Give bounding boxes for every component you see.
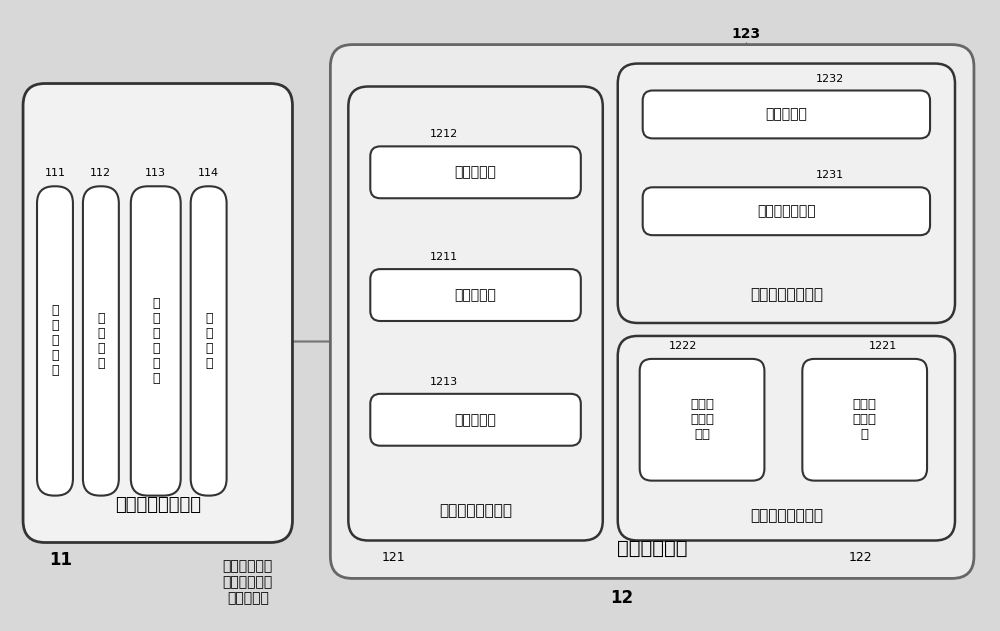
Text: 脑
电
传
感
器: 脑 电 传 感 器: [51, 304, 59, 377]
Text: 113: 113: [145, 168, 166, 179]
FancyBboxPatch shape: [643, 187, 930, 235]
Text: 1222: 1222: [669, 341, 698, 351]
Text: 114: 114: [198, 168, 219, 179]
Text: 输出子模块: 输出子模块: [455, 413, 496, 427]
Text: 脑电数据采集模块: 脑电数据采集模块: [115, 495, 201, 514]
Text: 液晶显示子模块: 液晶显示子模块: [757, 204, 816, 218]
Text: 注射模块主机: 注射模块主机: [617, 539, 687, 558]
Text: 1231: 1231: [815, 170, 844, 180]
Text: 人机交互显示模块: 人机交互显示模块: [750, 288, 823, 302]
FancyBboxPatch shape: [37, 186, 73, 495]
Text: 1213: 1213: [430, 377, 458, 387]
Text: 人
体
电
缆: 人 体 电 缆: [97, 312, 105, 370]
Text: 数据监测分析模块: 数据监测分析模块: [439, 503, 512, 518]
FancyBboxPatch shape: [83, 186, 119, 495]
FancyBboxPatch shape: [370, 394, 581, 445]
Text: 分析子模块: 分析子模块: [455, 288, 496, 302]
FancyBboxPatch shape: [348, 86, 603, 541]
Text: 脑电监测镇静
深度闭环控制
注射泵装置: 脑电监测镇静 深度闭环控制 注射泵装置: [223, 559, 273, 606]
Text: 主
机
电
缆: 主 机 电 缆: [205, 312, 212, 370]
FancyBboxPatch shape: [330, 45, 974, 579]
FancyBboxPatch shape: [618, 336, 955, 541]
FancyBboxPatch shape: [23, 83, 292, 543]
Text: 数
据
转
换
模
块: 数 据 转 换 模 块: [152, 297, 160, 385]
Text: 1212: 1212: [430, 129, 458, 139]
FancyBboxPatch shape: [370, 146, 581, 198]
FancyBboxPatch shape: [640, 359, 764, 481]
FancyBboxPatch shape: [191, 186, 227, 495]
Text: 注射器
推动装
置: 注射器 推动装 置: [853, 398, 877, 441]
FancyBboxPatch shape: [370, 269, 581, 321]
Text: 12: 12: [611, 589, 634, 608]
Text: 122: 122: [849, 551, 872, 564]
Text: 121: 121: [381, 551, 405, 564]
FancyBboxPatch shape: [618, 64, 955, 323]
Text: 112: 112: [90, 168, 111, 179]
Text: 监测子模块: 监测子模块: [455, 165, 496, 179]
Text: 111: 111: [44, 168, 65, 179]
FancyBboxPatch shape: [802, 359, 927, 481]
FancyBboxPatch shape: [643, 90, 930, 138]
Text: 11: 11: [49, 551, 72, 569]
Text: 1211: 1211: [430, 252, 458, 262]
Text: 123: 123: [731, 27, 760, 40]
Text: 触控子模块: 触控子模块: [765, 107, 807, 121]
Text: 1232: 1232: [815, 74, 844, 83]
Text: 步进电
机控制
模块: 步进电 机控制 模块: [690, 398, 714, 441]
Text: 注射给药控制模块: 注射给药控制模块: [750, 508, 823, 523]
Text: 1221: 1221: [869, 341, 898, 351]
FancyBboxPatch shape: [131, 186, 181, 495]
